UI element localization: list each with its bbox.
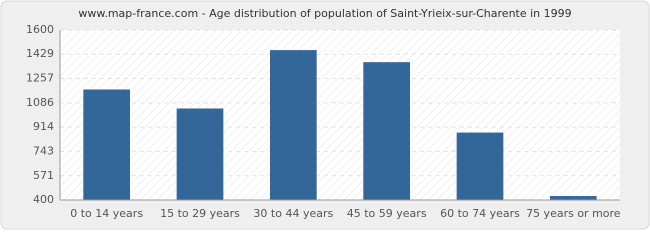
bar xyxy=(363,62,410,201)
bar xyxy=(270,50,317,200)
x-tick-label: 75 years or more xyxy=(526,207,621,220)
y-tick-label: 1086 xyxy=(26,96,54,109)
y-tick-label: 1429 xyxy=(26,47,54,60)
x-tick-label: 60 to 74 years xyxy=(440,207,520,220)
plot-area xyxy=(60,30,620,200)
y-tick-label: 1257 xyxy=(26,72,54,85)
x-tick-label: 30 to 44 years xyxy=(253,207,333,220)
y-tick-label: 571 xyxy=(33,169,54,182)
bar xyxy=(176,108,224,200)
bar xyxy=(550,196,597,200)
y-tick-label: 400 xyxy=(33,193,54,206)
y-tick-label: 743 xyxy=(33,144,54,157)
chart: www.map-france.com - Age distribution of… xyxy=(0,0,650,230)
x-tick-label: 0 to 14 years xyxy=(70,207,143,220)
bar xyxy=(456,132,504,200)
y-tick-label: 914 xyxy=(33,120,54,133)
x-tick-label: 15 to 29 years xyxy=(160,207,240,220)
chart-title: www.map-france.com - Age distribution of… xyxy=(78,7,571,20)
x-tick-label: 45 to 59 years xyxy=(347,207,427,220)
y-tick-label: 1600 xyxy=(26,23,54,36)
bar xyxy=(83,89,130,200)
